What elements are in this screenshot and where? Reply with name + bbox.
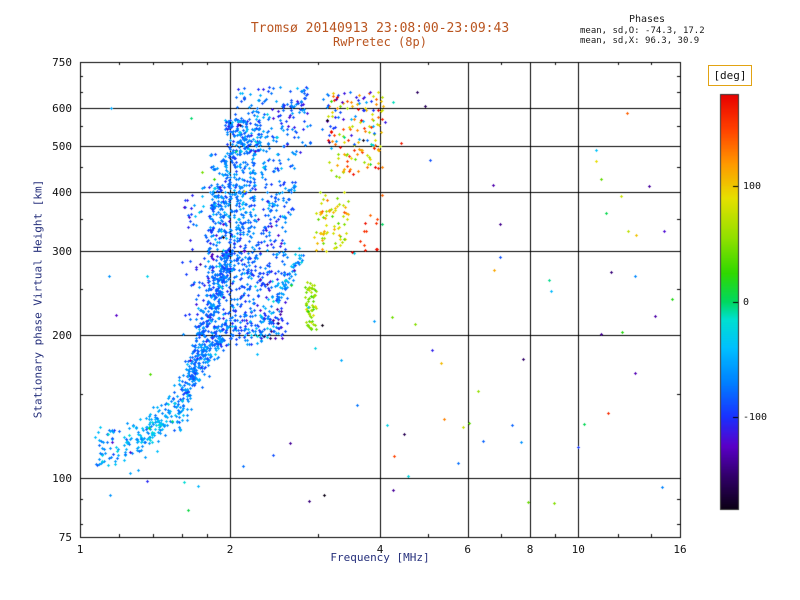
phase-stats-heading: Phases (628, 14, 666, 25)
colorbar-tick-label: 100 (743, 181, 762, 193)
y-tick-label: 750 (52, 56, 72, 69)
y-tick-label: 200 (52, 328, 72, 342)
x-tick-label: 8 (526, 543, 534, 556)
x-tick-label: 1 (76, 543, 84, 556)
phase-stats-x-mode: mean, sd,X: 96.3, 30.9 (580, 36, 700, 46)
x-axis-title: Frequency [MHz] (330, 551, 430, 564)
phase-stats-block: Phases mean, sd,O: -74.3, 17.2 mean, sd,… (580, 14, 714, 47)
y-tick-label: 100 (52, 471, 72, 485)
y-tick-label: 600 (52, 102, 72, 116)
colorbar-tick-label: -100 (743, 411, 768, 423)
y-tick-label: 300 (52, 245, 72, 259)
colorbar-unit-label: [deg] (713, 69, 747, 82)
x-tick-label: 6 (464, 543, 472, 556)
colorbar-tick-label: 0 (743, 296, 750, 308)
x-tick-label: 10 (571, 543, 585, 556)
y-tick-label: 400 (52, 185, 72, 199)
phase-stats-o-mode: mean, sd,O: -74.3, 17.2 (580, 26, 705, 36)
plot-subtitle: RwPretec (8p) (333, 35, 427, 49)
y-tick-label: 500 (52, 139, 72, 153)
x-tick-label: 4 (376, 543, 384, 556)
x-tick-label: 2 (226, 543, 234, 556)
y-tick-label: 75 (58, 531, 72, 544)
plot-title: Tromsø 20140913 23:08:00-23:09:43 (250, 21, 510, 36)
x-tick-label: 16 (673, 543, 687, 556)
colorbar-unit-box: [deg] (708, 65, 752, 86)
y-axis-title: Stationary phase Virtual Height [km] (31, 179, 45, 419)
